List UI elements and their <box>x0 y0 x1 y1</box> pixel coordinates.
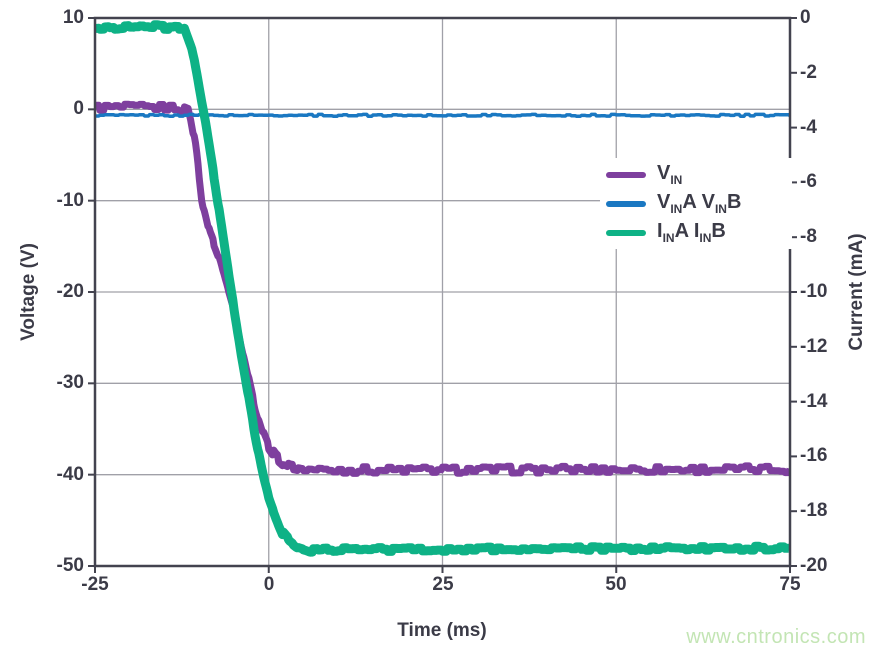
y-right-tick-label: -8 <box>800 226 817 247</box>
y-right-tick-label: 0 <box>800 7 811 28</box>
y-right-tick-label: -14 <box>800 391 828 412</box>
y-left-tick-label: -30 <box>56 372 84 393</box>
y-right-tick-label: -18 <box>800 500 828 521</box>
legend-entry: IINA IINB <box>606 218 792 247</box>
legend-swatch <box>606 229 646 236</box>
legend-label: IINA IINB <box>657 220 726 245</box>
x-axis-title: Time (ms) <box>397 620 487 641</box>
legend-label: VINA VINB <box>657 191 742 216</box>
x-tick-label: -25 <box>81 574 109 595</box>
y-left-tick-label: 10 <box>62 7 84 28</box>
right-axis-title: Current (mA) <box>846 233 867 351</box>
y-right-tick-label: -20 <box>800 555 828 576</box>
x-tick-label: 0 <box>263 574 275 595</box>
left-axis-title: Voltage (V) <box>18 243 39 341</box>
legend-entry: VINA VINB <box>606 189 792 218</box>
y-right-tick-label: -10 <box>800 281 828 302</box>
y-left-tick-label: -10 <box>56 190 84 211</box>
x-tick-label: 75 <box>779 574 801 595</box>
y-left-tick-label: -40 <box>56 464 84 485</box>
legend: VIN VINA VINB IINA IINB <box>600 158 792 249</box>
y-left-tick-label: -20 <box>56 281 84 302</box>
y-right-tick-label: -16 <box>800 445 828 466</box>
y-right-tick-label: -6 <box>800 171 817 192</box>
series-trace-v-in <box>95 100 790 477</box>
legend-label: VIN <box>657 162 683 187</box>
x-tick-label: 50 <box>605 574 627 595</box>
series-trace-v-ina-v-inb <box>95 112 790 118</box>
y-right-tick-label: -2 <box>800 62 817 83</box>
y-right-tick-label: -4 <box>800 117 817 138</box>
legend-swatch <box>606 200 646 207</box>
series-trace-i-ina-i-inb <box>95 20 790 557</box>
y-left-tick-label: 0 <box>73 98 84 119</box>
watermark: www.cntronics.com <box>686 626 866 648</box>
y-left-tick-label: -50 <box>56 555 84 576</box>
legend-swatch <box>606 171 646 178</box>
legend-entry: VIN <box>606 160 792 189</box>
x-tick-label: 25 <box>432 574 454 595</box>
y-right-tick-label: -12 <box>800 336 828 357</box>
